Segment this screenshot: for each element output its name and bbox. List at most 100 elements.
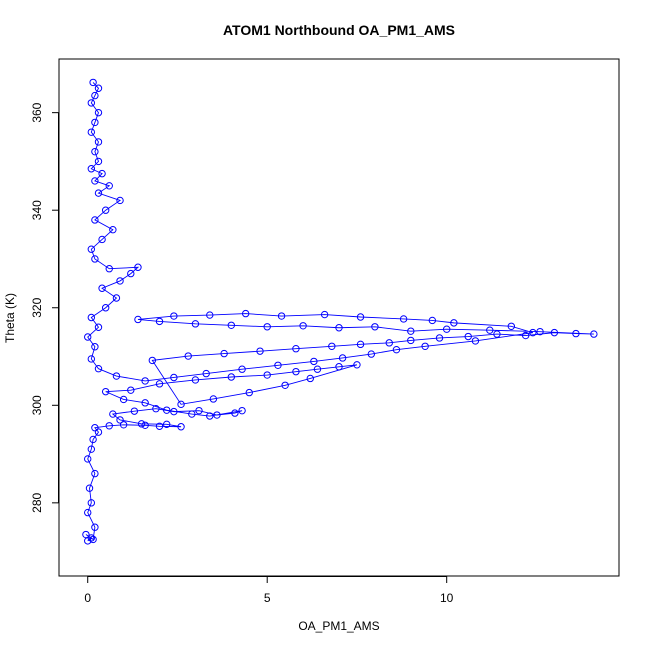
data-point: [572, 329, 580, 338]
data-point: [105, 182, 113, 190]
y-tick-label: 320: [30, 297, 44, 317]
x-tick-label: 5: [264, 591, 271, 605]
data-point: [85, 484, 94, 492]
data-point: [328, 342, 336, 350]
data-point: [263, 371, 271, 379]
data-point: [91, 216, 99, 224]
data-point: [471, 337, 480, 345]
data-point: [112, 294, 121, 302]
data-point: [119, 421, 128, 429]
data-point: [87, 355, 96, 363]
data-point: [84, 333, 92, 341]
data-point: [101, 387, 110, 396]
data-point: [371, 323, 379, 331]
series-line: [85, 82, 594, 542]
data-point: [94, 428, 103, 436]
data-point: [87, 245, 96, 253]
data-point: [148, 356, 157, 365]
data-point: [213, 411, 221, 419]
data-point: [101, 304, 110, 312]
data-point: [507, 322, 516, 330]
data-point: [184, 352, 192, 360]
data-point: [177, 400, 185, 409]
data-point: [231, 409, 239, 417]
data-point: [82, 530, 90, 539]
data-point: [87, 534, 96, 542]
data-point: [91, 424, 99, 432]
data-point: [87, 128, 96, 136]
data-point: [263, 323, 271, 331]
data-point: [94, 323, 103, 331]
data-point: [84, 455, 92, 463]
data-point: [109, 410, 117, 418]
data-point: [116, 277, 124, 285]
data-point: [94, 138, 103, 146]
y-axis: 280 300 320 340 360: [30, 102, 59, 513]
data-point: [392, 345, 401, 354]
data-point: [274, 361, 282, 369]
data-point: [227, 321, 236, 329]
data-point: [155, 317, 164, 326]
data-point: [191, 376, 200, 384]
data-point: [91, 469, 99, 478]
data-point: [91, 91, 99, 100]
data-point: [245, 388, 253, 397]
data-point: [87, 165, 96, 173]
data-point: [202, 369, 210, 378]
y-tick-label: 280: [30, 493, 44, 513]
data-point: [464, 332, 472, 341]
chart-title: ATOM1 Northbound OA_PM1_AMS: [223, 22, 455, 38]
data-point: [94, 84, 103, 92]
data-point: [428, 316, 437, 325]
data-point: [130, 407, 139, 415]
data-point: [281, 381, 289, 389]
data-point: [141, 421, 149, 429]
data-point: [127, 269, 135, 278]
data-point: [101, 206, 110, 214]
data-point: [87, 445, 96, 453]
data-point: [109, 226, 117, 234]
data-point: [162, 406, 171, 414]
data-point: [137, 420, 146, 428]
data-point: [220, 349, 228, 358]
data-point: [98, 169, 106, 178]
data-point: [89, 78, 97, 87]
data-point: [134, 263, 142, 271]
y-tick-label: 300: [30, 395, 44, 415]
y-axis-label: Theta (K): [3, 293, 17, 343]
data-point: [170, 407, 178, 416]
data-point: [91, 118, 99, 127]
data-point: [407, 336, 415, 345]
y-tick-label: 360: [30, 102, 44, 122]
data-point: [98, 235, 106, 244]
data-point: [91, 523, 99, 531]
data-point: [188, 410, 196, 418]
data-point: [306, 374, 314, 383]
data-point: [421, 342, 429, 350]
data-point: [590, 330, 598, 338]
data-point: [536, 327, 544, 336]
data-point: [105, 265, 113, 273]
data-point: [450, 319, 458, 327]
data-point: [338, 354, 347, 362]
data-point: [292, 367, 300, 376]
data-point: [320, 310, 329, 319]
data-point: [112, 372, 121, 380]
data-point: [356, 313, 365, 321]
data-point: [91, 255, 99, 263]
data-point: [87, 499, 96, 507]
data-point: [256, 347, 264, 355]
x-tick-label: 0: [84, 591, 91, 605]
data-point: [313, 365, 322, 373]
data-point: [238, 365, 246, 373]
data-point: [116, 196, 124, 205]
data-point: [127, 386, 135, 394]
data-point: [529, 328, 537, 337]
data-point: [155, 380, 164, 388]
data-point: [98, 284, 106, 292]
data-point: [94, 157, 103, 166]
data-point: [87, 313, 96, 322]
data-point: [94, 365, 103, 373]
data-point: [407, 327, 415, 335]
data-point: [94, 108, 103, 117]
